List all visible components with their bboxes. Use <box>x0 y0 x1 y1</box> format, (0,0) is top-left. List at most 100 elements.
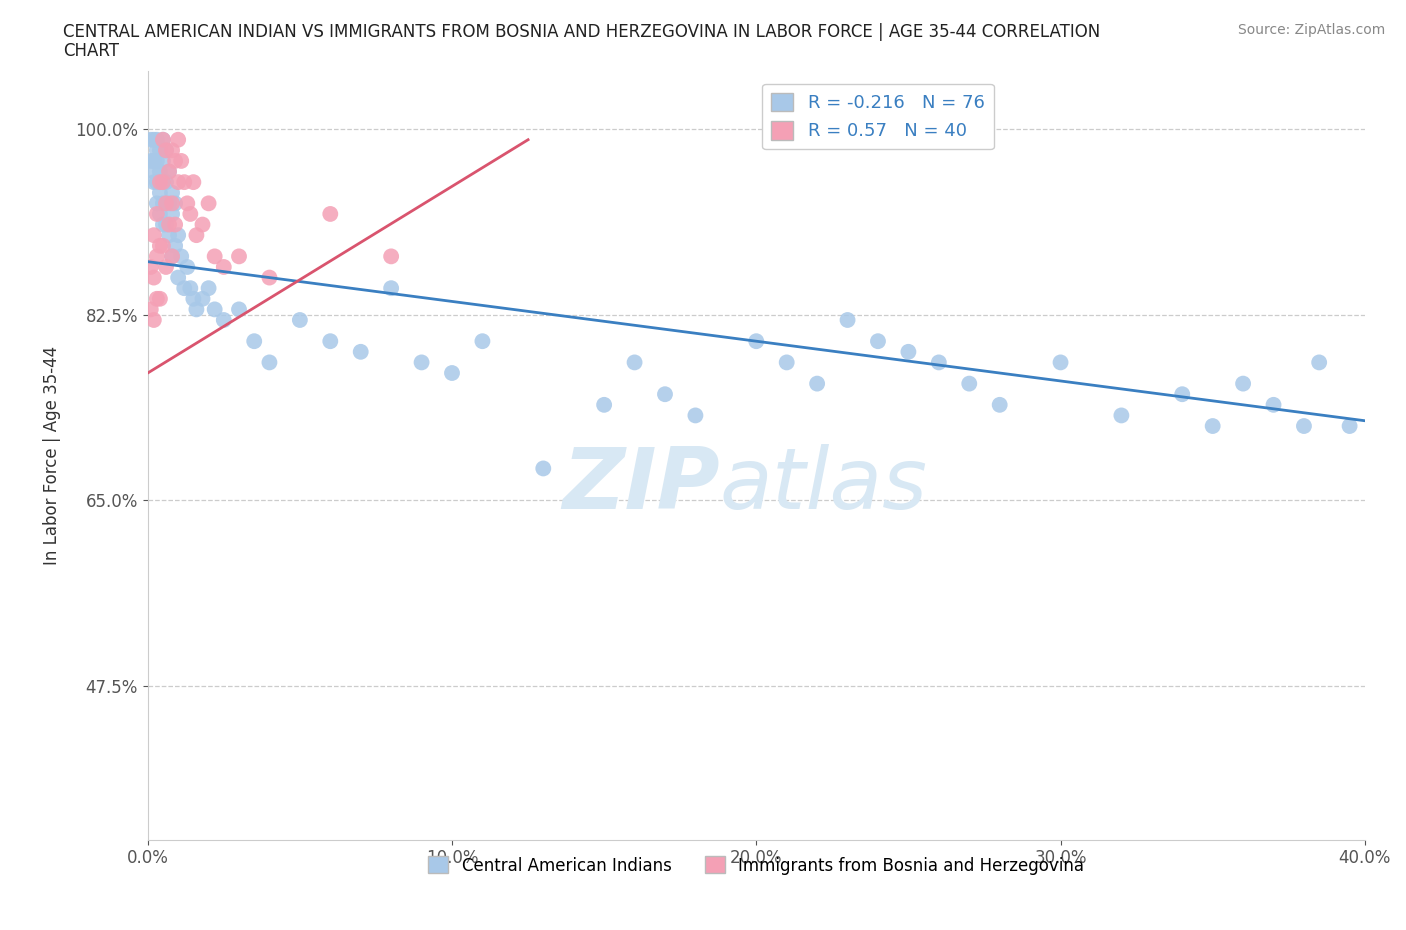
Point <box>897 344 920 359</box>
Point <box>259 355 281 370</box>
Point <box>350 344 373 359</box>
Point <box>160 249 183 264</box>
Point <box>170 153 193 168</box>
Point <box>146 249 169 264</box>
Point <box>152 217 174 232</box>
Point <box>160 206 183 221</box>
Text: Source: ZipAtlas.com: Source: ZipAtlas.com <box>1237 23 1385 37</box>
Point <box>149 185 172 200</box>
Point <box>160 249 183 264</box>
Point <box>139 153 162 168</box>
Point <box>197 196 219 211</box>
Point <box>173 281 195 296</box>
Point <box>204 249 226 264</box>
Point <box>155 175 177 190</box>
Point <box>179 281 201 296</box>
Point <box>1292 418 1315 433</box>
Point <box>160 196 183 211</box>
Point <box>988 397 1011 412</box>
Point <box>173 175 195 190</box>
Point <box>142 175 165 190</box>
Point <box>167 228 190 243</box>
Point <box>440 365 463 380</box>
Point <box>593 397 616 412</box>
Point <box>142 312 165 327</box>
Point <box>146 143 169 158</box>
Point <box>806 376 828 391</box>
Point <box>411 355 433 370</box>
Point <box>142 228 165 243</box>
Text: CENTRAL AMERICAN INDIAN VS IMMIGRANTS FROM BOSNIA AND HERZEGOVINA IN LABOR FORCE: CENTRAL AMERICAN INDIAN VS IMMIGRANTS FR… <box>63 23 1101 41</box>
Point <box>155 196 177 211</box>
Point <box>167 270 190 285</box>
Point <box>319 206 342 221</box>
Point <box>179 206 201 221</box>
Point <box>152 132 174 147</box>
Point <box>380 249 402 264</box>
Point <box>170 249 193 264</box>
Point <box>186 302 208 317</box>
Point <box>623 355 645 370</box>
Point <box>204 302 226 317</box>
Point <box>139 302 162 317</box>
Point <box>139 132 162 147</box>
Point <box>1308 355 1330 370</box>
Point <box>149 143 172 158</box>
Point <box>146 196 169 211</box>
Point <box>160 185 183 200</box>
Point <box>1263 397 1285 412</box>
Point <box>157 164 180 179</box>
Point <box>152 153 174 168</box>
Point <box>745 334 768 349</box>
Point <box>165 196 187 211</box>
Point <box>152 238 174 253</box>
Point <box>155 143 177 158</box>
Point <box>191 217 214 232</box>
Point <box>149 164 172 179</box>
Point <box>654 387 676 402</box>
Point <box>155 259 177 274</box>
Point <box>1339 418 1361 433</box>
Point <box>149 206 172 221</box>
Point <box>165 153 187 168</box>
Point <box>149 175 172 190</box>
Point <box>471 334 494 349</box>
Point <box>685 408 707 423</box>
Point <box>142 132 165 147</box>
Point <box>1202 418 1225 433</box>
Point <box>183 291 205 306</box>
Point <box>152 175 174 190</box>
Point <box>957 376 980 391</box>
Point <box>228 302 250 317</box>
Point <box>243 334 266 349</box>
Text: ZIP: ZIP <box>562 445 720 527</box>
Point <box>155 217 177 232</box>
Point <box>152 132 174 147</box>
Y-axis label: In Labor Force | Age 35-44: In Labor Force | Age 35-44 <box>44 346 60 565</box>
Point <box>288 312 311 327</box>
Point <box>139 259 162 274</box>
Text: CHART: CHART <box>63 42 120 60</box>
Point <box>1111 408 1133 423</box>
Point <box>165 238 187 253</box>
Point <box>176 259 198 274</box>
Point <box>165 217 187 232</box>
Point <box>1049 355 1071 370</box>
Point <box>146 175 169 190</box>
Point <box>146 153 169 168</box>
Point <box>197 281 219 296</box>
Legend: Central American Indians, Immigrants from Bosnia and Herzegovina: Central American Indians, Immigrants fro… <box>422 850 1091 882</box>
Point <box>146 206 169 221</box>
Point <box>228 249 250 264</box>
Point <box>152 196 174 211</box>
Point <box>146 291 169 306</box>
Point <box>776 355 799 370</box>
Point <box>212 312 235 327</box>
Point <box>142 270 165 285</box>
Point <box>380 281 402 296</box>
Point <box>157 196 180 211</box>
Point <box>157 164 180 179</box>
Point <box>928 355 950 370</box>
Point <box>259 270 281 285</box>
Point <box>157 217 180 232</box>
